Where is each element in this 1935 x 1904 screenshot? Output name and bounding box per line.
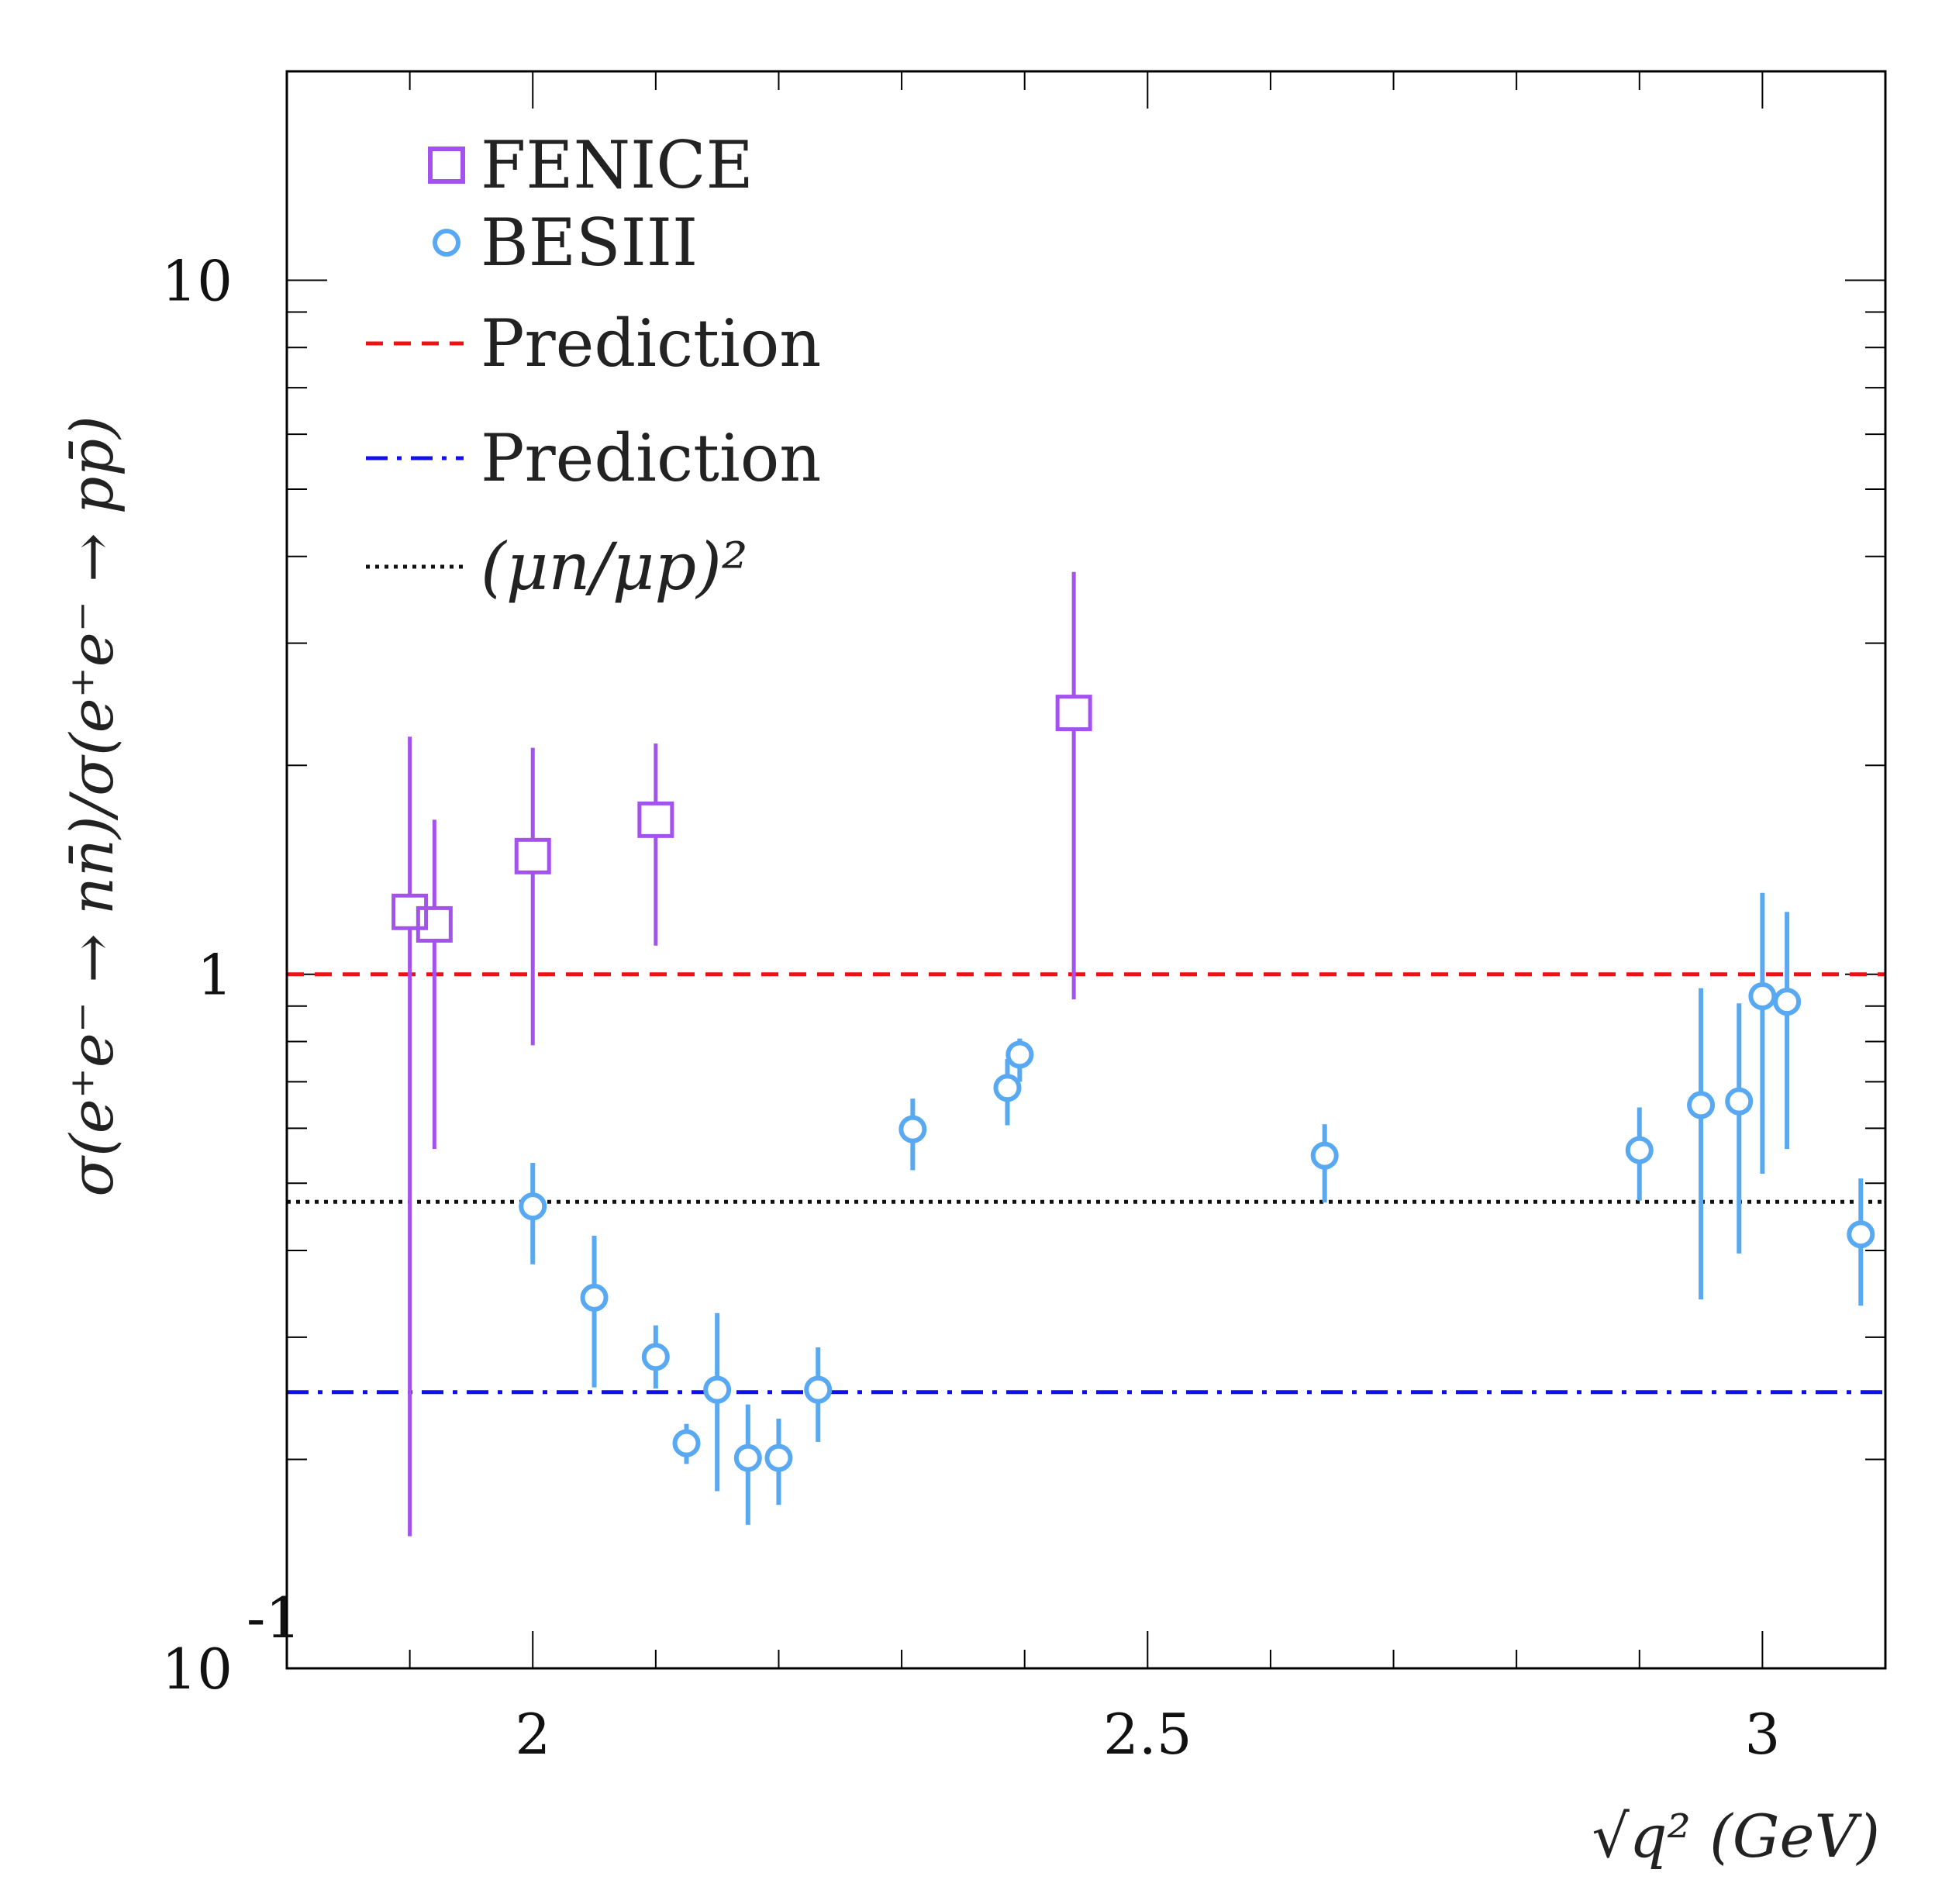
data-point	[1847, 1178, 1875, 1306]
marker-circle	[1005, 1040, 1034, 1069]
data-series	[391, 571, 1875, 1537]
y-tick-exponent: -1	[247, 1585, 301, 1650]
data-point	[637, 743, 674, 946]
x-tick-label: 2.5	[1103, 1702, 1192, 1767]
data-point	[514, 747, 551, 1046]
marker-circle	[899, 1115, 927, 1143]
data-point	[993, 1059, 1022, 1126]
legend-entry: Prediction	[366, 305, 821, 381]
marker-circle	[703, 1375, 732, 1404]
y-tick-label: 10	[161, 1637, 233, 1702]
data-point	[1687, 988, 1716, 1300]
data-point	[1625, 1107, 1654, 1201]
data-point	[580, 1236, 609, 1388]
legend-entry: BESIII	[433, 205, 698, 281]
series-fenice	[391, 571, 1092, 1537]
marker-circle	[1847, 1220, 1875, 1249]
legend-label: BESIII	[481, 205, 698, 281]
reference-lines	[287, 972, 1885, 1395]
marker-circle	[1687, 1091, 1716, 1119]
marker-circle	[641, 1343, 670, 1371]
data-point	[391, 736, 429, 1537]
data-point	[1725, 1003, 1754, 1254]
marker-square	[391, 893, 429, 930]
legend-label: FENICE	[481, 127, 754, 203]
marker-circle	[1748, 981, 1777, 1010]
legend-square-symbol	[428, 147, 465, 184]
series-besiii	[519, 892, 1875, 1525]
data-point	[1055, 571, 1092, 1000]
marker-square	[416, 905, 453, 943]
marker-circle	[1773, 988, 1802, 1016]
marker-circle	[764, 1444, 793, 1472]
plot-frame	[285, 70, 1887, 1670]
legend-circle-symbol	[433, 229, 460, 257]
marker-square	[514, 837, 551, 874]
legend-entry: (μn/μp)²	[366, 529, 748, 605]
data-point	[1005, 1038, 1034, 1082]
legend-label: Prediction	[481, 420, 821, 496]
data-point	[703, 1312, 732, 1492]
marker-circle	[580, 1283, 609, 1312]
legend-entry: FENICE	[428, 127, 754, 203]
data-point	[804, 1347, 833, 1442]
data-point	[641, 1325, 670, 1389]
marker-circle	[1625, 1136, 1654, 1164]
data-point	[1773, 912, 1802, 1150]
data-point	[672, 1423, 701, 1464]
data-point	[733, 1404, 762, 1525]
marker-circle	[804, 1375, 833, 1404]
marker-square	[637, 801, 674, 838]
marker-circle	[993, 1074, 1022, 1102]
legend-entry: Prediction	[366, 420, 821, 496]
marker-circle	[1725, 1087, 1754, 1116]
data-point	[899, 1099, 927, 1171]
marker-circle	[672, 1429, 701, 1457]
legend-label: (μn/μp)²	[481, 529, 748, 605]
x-tick-label: 2	[515, 1702, 550, 1767]
marker-circle	[733, 1444, 762, 1472]
y-axis-title: σ(e⁺e⁻ → nn̄)/σ(e⁺e⁻ → pp̄)	[57, 416, 126, 1197]
data-point	[519, 1162, 547, 1264]
data-point	[764, 1418, 793, 1506]
data-point	[1748, 892, 1777, 1174]
y-tick-label: 10	[161, 248, 233, 313]
x-tick-label: 3	[1744, 1702, 1780, 1767]
data-point	[1310, 1124, 1339, 1203]
marker-circle	[519, 1192, 547, 1221]
legend-label: Prediction	[481, 305, 821, 381]
data-point	[416, 819, 453, 1150]
marker-square	[1055, 695, 1092, 732]
marker-circle	[1310, 1141, 1339, 1170]
y-tick-label: 1	[197, 943, 233, 1008]
x-axis-title: √q² (GeV)	[1592, 1802, 1880, 1871]
